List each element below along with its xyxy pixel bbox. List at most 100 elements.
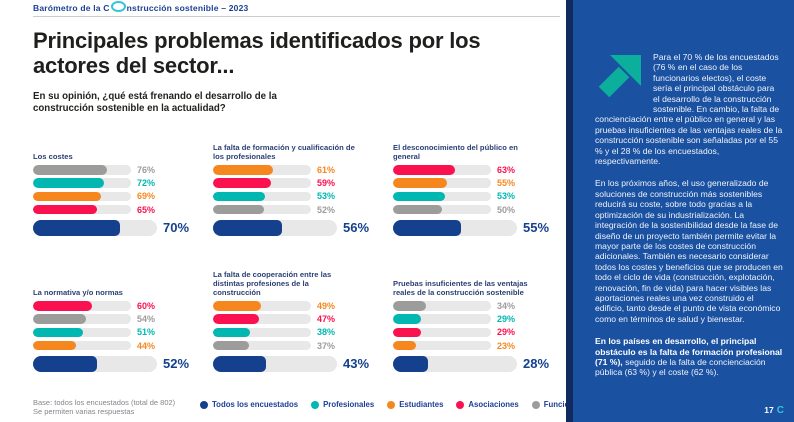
sidebar-text-1: Para el 70 % de los encuestados (76 % en…	[595, 52, 783, 167]
sidebar-paragraph-1: Para el 70 % de los encuestados (76 % en…	[595, 52, 783, 166]
total-bar-track	[213, 355, 337, 373]
chart-title: Pruebas insuficientes de las ventajas re…	[393, 279, 528, 297]
legend-label: Estudiantes	[399, 400, 444, 409]
bar-fill-profesionales	[213, 191, 265, 202]
bar-row-asociaciones: 59%	[213, 178, 383, 188]
total-value-label: 70%	[163, 220, 190, 236]
bar-value-label: 53%	[497, 191, 516, 202]
bar-value-label: 59%	[317, 178, 336, 189]
bar-track	[213, 165, 311, 175]
bar-row-total: 56%	[213, 219, 383, 237]
bar-fill-funcionarios	[213, 340, 250, 351]
bar-fill-estudiantes	[213, 165, 273, 175]
page-number: 17 C	[764, 405, 784, 416]
total-bar-track	[213, 219, 337, 237]
bar-value-label: 54%	[137, 314, 156, 325]
sidebar-paragraph-2: En los próximos años, el uso generalizad…	[595, 178, 783, 324]
bar-track	[393, 165, 491, 175]
total-bar-track	[393, 219, 517, 237]
bar-row-asociaciones: 63%	[393, 165, 563, 175]
bar-track	[213, 178, 311, 188]
total-value-label: 55%	[523, 220, 550, 236]
bar-row-profesionales: 72%	[33, 178, 203, 188]
bar-track	[213, 314, 311, 324]
bar-fill-asociaciones	[33, 301, 92, 311]
total-bar-fill	[393, 219, 462, 237]
bar-value-label: 76%	[137, 165, 156, 175]
bar-track	[393, 301, 491, 311]
sidebar-accent-strip	[566, 0, 573, 422]
bar-value-label: 29%	[497, 314, 516, 325]
bar-track	[213, 301, 311, 311]
bar-track	[393, 191, 491, 202]
bar-value-label: 55%	[497, 178, 516, 189]
bar-fill-estudiantes	[33, 340, 77, 351]
bar-value-label: 63%	[497, 165, 516, 175]
chart-group-1: Los costes 76% 72% 69% 65% 70%	[33, 140, 203, 239]
bar-value-label: 29%	[497, 327, 516, 338]
bar-fill-funcionarios	[33, 314, 86, 324]
bar-value-label: 60%	[137, 301, 156, 311]
bar-row-estudiantes: 44%	[33, 341, 203, 351]
bar-fill-profesionales	[393, 191, 445, 202]
bar-value-label: 69%	[137, 191, 156, 202]
bar-fill-estudiantes	[33, 191, 101, 202]
total-bar-fill	[33, 355, 98, 373]
bar-value-label: 38%	[317, 327, 336, 338]
legend-item-profesionales: Profesionales	[311, 400, 374, 409]
commentary-sidebar: Para el 70 % de los encuestados (76 % en…	[566, 0, 794, 422]
bar-track	[393, 314, 491, 324]
bar-track	[33, 178, 131, 188]
bar-row-profesionales: 29%	[393, 314, 563, 324]
sidebar-text-2: En los próximos años, el uso generalizad…	[595, 178, 783, 324]
total-value-label: 56%	[343, 220, 370, 236]
total-bar-fill	[33, 219, 120, 237]
legend-dot-icon	[200, 400, 208, 409]
sidebar-paragraph-3: En los países en desarrollo, el principa…	[595, 336, 783, 378]
bar-value-label: 65%	[137, 204, 156, 215]
bar-fill-asociaciones	[213, 314, 260, 324]
bar-fill-profesionales	[393, 314, 422, 324]
total-bar-track	[393, 355, 517, 373]
bar-value-label: 47%	[317, 314, 336, 325]
base-note: Base: todos los encuestados (total de 80…	[33, 398, 175, 416]
bar-row-total: 52%	[33, 355, 203, 373]
footer-logo-fragment: C	[776, 405, 784, 416]
bar-fill-profesionales	[33, 327, 83, 338]
total-bar-fill	[393, 355, 428, 373]
legend-item-estudiantes: Estudiantes	[387, 400, 443, 409]
bar-row-estudiantes: 61%	[213, 165, 383, 175]
total-bar-track	[33, 355, 157, 373]
sidebar-text-3-rest: seguido de la falta de concienciación pú…	[595, 356, 766, 378]
legend-item-todos: Todos los encuestados	[200, 400, 298, 409]
chart-title: Los costes	[33, 152, 73, 161]
bar-track	[33, 314, 131, 324]
chart-title: El desconocimiento del público en genera…	[393, 143, 518, 161]
bar-fill-profesionales	[213, 327, 251, 338]
chart-group-2: La falta de formación y cualificación de…	[213, 140, 383, 239]
bar-fill-estudiantes	[393, 178, 447, 188]
trend-up-arrow-icon	[595, 54, 642, 101]
bar-fill-asociaciones	[393, 165, 455, 175]
legend-dot-icon	[531, 400, 540, 409]
bar-row-profesionales: 51%	[33, 327, 203, 337]
bar-track	[33, 204, 131, 215]
report-brandbar: Barómetro de la C nstrucción sostenible –…	[33, 0, 560, 17]
page-number-value: 17	[764, 405, 774, 415]
bar-row-total: 70%	[33, 219, 203, 237]
bar-track	[213, 204, 311, 215]
bar-fill-funcionarios	[33, 165, 108, 175]
legend-label: Todos los encuestados	[212, 400, 299, 409]
bar-track	[33, 301, 131, 311]
bar-track	[393, 327, 491, 338]
bar-value-label: 44%	[137, 340, 156, 351]
bar-track	[33, 327, 131, 338]
bar-row-estudiantes: 55%	[393, 178, 563, 188]
bar-row-profesionales: 38%	[213, 327, 383, 337]
brand-text-suffix: nstrucción sostenible – 2023	[126, 3, 249, 13]
legend-label: Asociaciones	[468, 400, 519, 409]
bar-fill-asociaciones	[393, 327, 422, 338]
bar-value-label: 34%	[497, 301, 516, 311]
bar-fill-funcionarios	[393, 204, 442, 215]
